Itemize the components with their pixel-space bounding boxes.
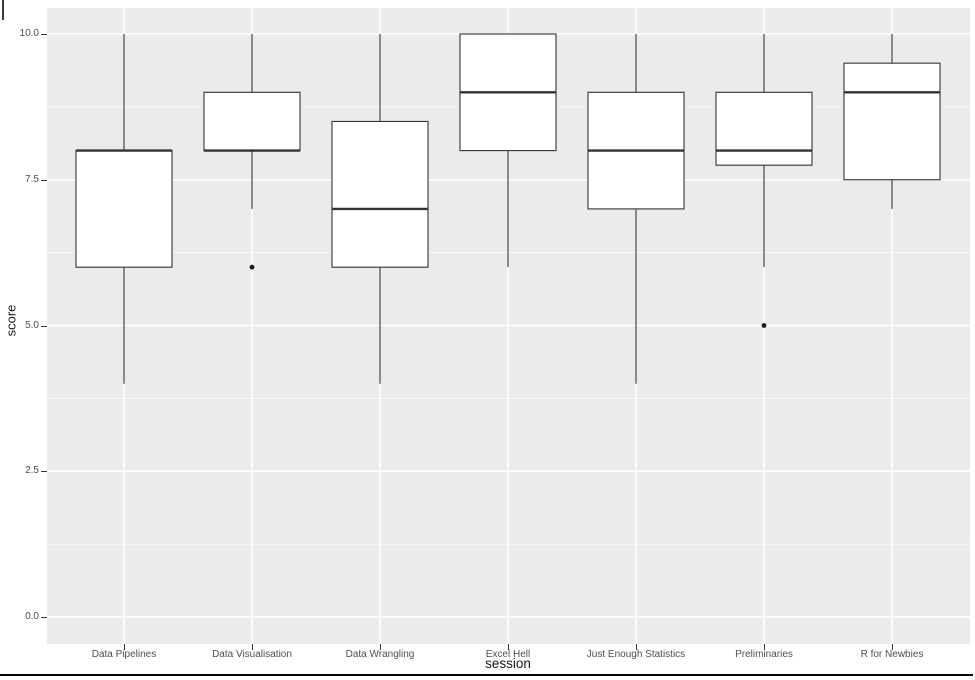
boxplot-svg — [47, 8, 970, 644]
outlier-point — [761, 323, 767, 328]
box-6 — [715, 91, 813, 166]
outlier-point — [249, 264, 255, 270]
x-tick-mark — [508, 644, 509, 650]
x-tick-mark — [252, 644, 253, 650]
y-tick-label: 10.0 — [19, 28, 39, 39]
y-tick-mark — [41, 34, 47, 35]
x-tick-mark — [124, 644, 125, 650]
x-tick-mark — [636, 644, 637, 650]
x-tick-mark — [764, 644, 765, 650]
x-tick-label: Excel Hell — [485, 649, 531, 660]
x-tick-label: R for Newbies — [860, 649, 924, 660]
x-tick-label: Data Visualisation — [212, 649, 292, 660]
y-axis-title: score — [3, 304, 19, 337]
x-tick-mark — [892, 644, 893, 650]
bottom-border-line — [0, 674, 973, 676]
box-2 — [203, 91, 301, 152]
x-tick-mark — [380, 644, 381, 650]
left-edge-artifact — [2, 0, 4, 20]
x-axis-title: session — [485, 656, 531, 671]
plot-panel — [47, 8, 970, 644]
y-tick-label: 0.0 — [25, 611, 39, 622]
x-tick-label: Data Wrangling — [345, 649, 415, 660]
box-3 — [331, 120, 429, 268]
x-tick-label: Preliminaries — [735, 649, 793, 660]
y-tick-mark — [41, 179, 47, 181]
box-1 — [75, 150, 173, 268]
y-tick-mark — [41, 617, 47, 618]
y-tick-label: 5.0 — [25, 319, 39, 331]
x-tick-label: Just Enough Statistics — [586, 649, 686, 660]
y-tick-label: 2.5 — [25, 465, 39, 477]
y-tick-mark — [41, 325, 47, 327]
y-tick-label: 7.5 — [25, 173, 39, 185]
x-tick-label: Data Pipelines — [91, 649, 157, 660]
y-tick-mark — [41, 471, 47, 473]
box-7 — [843, 62, 941, 181]
